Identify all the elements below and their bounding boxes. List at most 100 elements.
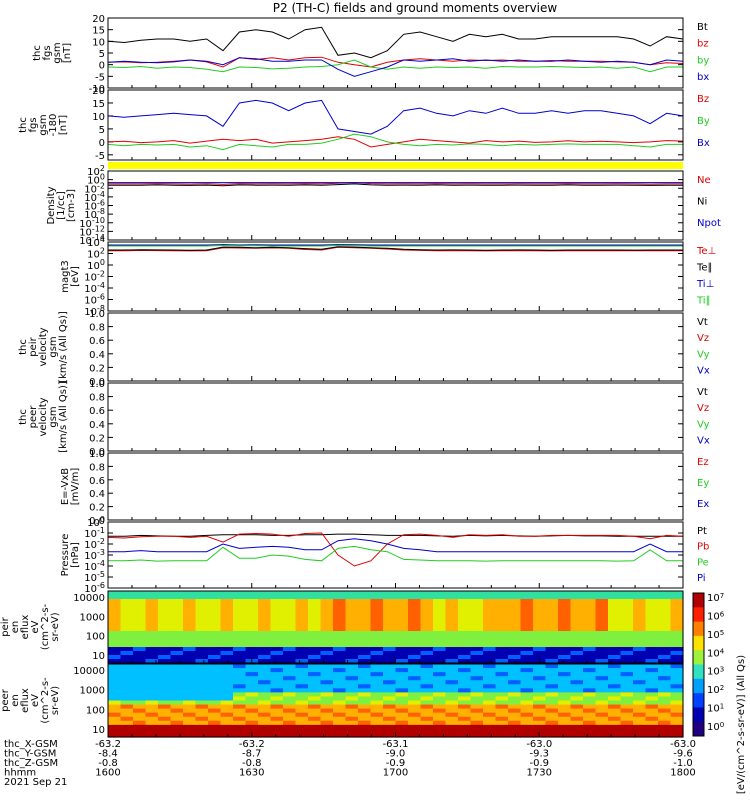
spectrogram-cell xyxy=(208,728,222,734)
spectrogram-cell xyxy=(195,696,209,702)
spectrogram-cell xyxy=(233,708,247,714)
spectrogram-cell xyxy=(395,708,409,714)
spectrogram-cell xyxy=(170,696,184,702)
spectrogram-cell xyxy=(270,631,284,636)
spectrogram-cell xyxy=(370,724,384,730)
spectrogram-cell xyxy=(308,635,322,640)
spectrogram-cell xyxy=(358,708,372,714)
spectrogram-cell xyxy=(520,627,534,632)
legend-Ey: Ey xyxy=(697,478,709,489)
spectrogram-cell xyxy=(445,672,459,677)
spectrogram-cell xyxy=(408,611,422,616)
spectrogram-cell xyxy=(408,595,422,600)
spectrogram-cell xyxy=(608,700,622,706)
spectrogram-cell xyxy=(220,591,234,596)
spectrogram-cell xyxy=(320,639,334,644)
spectrogram-cell xyxy=(620,676,634,681)
spectrogram-cell xyxy=(245,591,259,596)
x-row-label: thc_X-GSM xyxy=(4,739,58,750)
spectrogram-cell xyxy=(508,647,522,652)
spectrogram-cell xyxy=(258,700,272,706)
spectrogram-cell xyxy=(533,643,547,648)
spectrogram-cell xyxy=(245,688,259,693)
spectrogram-cell xyxy=(133,639,147,644)
spectrogram-cell xyxy=(608,720,622,726)
spectrogram-cell xyxy=(145,607,159,612)
spectrogram-cell xyxy=(395,672,409,677)
spectrogram-cell xyxy=(408,599,422,604)
spectrogram-cell xyxy=(308,680,322,685)
spectrogram-cell xyxy=(320,591,334,596)
legend-Pt: Pt xyxy=(697,526,707,537)
spectrogram-cell xyxy=(283,672,297,677)
spectrogram-cell xyxy=(645,599,659,604)
spectrogram-cell xyxy=(608,615,622,620)
y-axis-label: E=-VxB[mV/m] xyxy=(60,468,81,506)
spectrogram-cell xyxy=(583,680,597,685)
spectrogram-cell xyxy=(333,724,347,730)
spectrogram-cell xyxy=(458,595,472,600)
spectrogram-cell xyxy=(245,631,259,636)
spectrogram-cell xyxy=(495,696,509,702)
spectrogram-cell xyxy=(358,728,372,734)
spectrogram-cell xyxy=(333,659,347,664)
spectrogram-cell xyxy=(195,684,209,689)
spectrogram-cell xyxy=(133,732,147,738)
spectrogram-cell xyxy=(633,692,647,698)
spectrogram-cell xyxy=(358,651,372,656)
spectrogram-cell xyxy=(370,692,384,698)
spectrogram-cell xyxy=(620,651,634,656)
spectrogram-cell xyxy=(558,611,572,616)
spectrogram-cell xyxy=(470,688,484,693)
spectrogram-cell xyxy=(245,668,259,673)
spectrogram-cell xyxy=(245,599,259,604)
spectrogram-cell xyxy=(520,700,534,706)
spectrogram-cell xyxy=(383,651,397,656)
spectrogram-cell xyxy=(320,664,334,669)
spectrogram-cell xyxy=(283,627,297,632)
spectrogram-cell xyxy=(308,619,322,624)
spectrogram-cell xyxy=(320,708,334,714)
spectrogram-cell xyxy=(245,639,259,644)
spectrogram-cell xyxy=(158,688,172,693)
spectrogram-cell xyxy=(620,659,634,664)
spectrogram-cell xyxy=(495,668,509,673)
spectrogram-cell xyxy=(158,692,172,698)
spectrogram-cell xyxy=(645,716,659,722)
spectrogram-cell xyxy=(458,659,472,664)
spectrogram-cell xyxy=(270,627,284,632)
spectrogram-cell xyxy=(395,591,409,596)
spectrogram-cell xyxy=(670,708,684,714)
spectrogram-cell xyxy=(270,680,284,685)
spectrogram-cell xyxy=(420,611,434,616)
spectrogram-cell xyxy=(645,712,659,718)
spectrogram-cell xyxy=(445,639,459,644)
panel-peir_velocity: thcpeirvelocitygsm[km/s (All Qs)] 0.00.20… xyxy=(18,309,710,388)
spectrogram-cell xyxy=(508,615,522,620)
spectrogram-cell xyxy=(283,692,297,698)
spectrogram-cell xyxy=(420,651,434,656)
spectrogram-cell xyxy=(183,643,197,648)
spectrogram-cell xyxy=(545,664,559,669)
spectrogram-cell xyxy=(670,696,684,702)
spectrogram-cell xyxy=(645,684,659,689)
spectrogram-cell xyxy=(333,668,347,673)
spectrogram-cell xyxy=(583,676,597,681)
spectrogram-cell xyxy=(308,724,322,730)
y-tick-label: 0.0 xyxy=(89,447,105,458)
spectrogram-cell xyxy=(658,599,672,604)
spectrogram-cell xyxy=(283,728,297,734)
spectrogram-cell xyxy=(458,672,472,677)
spectrogram-cell xyxy=(495,655,509,660)
spectrogram-cell xyxy=(420,728,434,734)
spectrogram-cell xyxy=(508,651,522,656)
spectrogram-cell xyxy=(520,603,534,608)
legend-Te⊥: Te⊥ xyxy=(696,246,716,257)
spectrogram-cell xyxy=(270,619,284,624)
spectrogram-cell xyxy=(233,631,247,636)
spectrogram-cell xyxy=(370,672,384,677)
spectrogram-cell xyxy=(233,720,247,726)
spectrogram-cell xyxy=(645,627,659,632)
spectrogram-cell xyxy=(358,684,372,689)
spectrogram-cell xyxy=(183,732,197,738)
